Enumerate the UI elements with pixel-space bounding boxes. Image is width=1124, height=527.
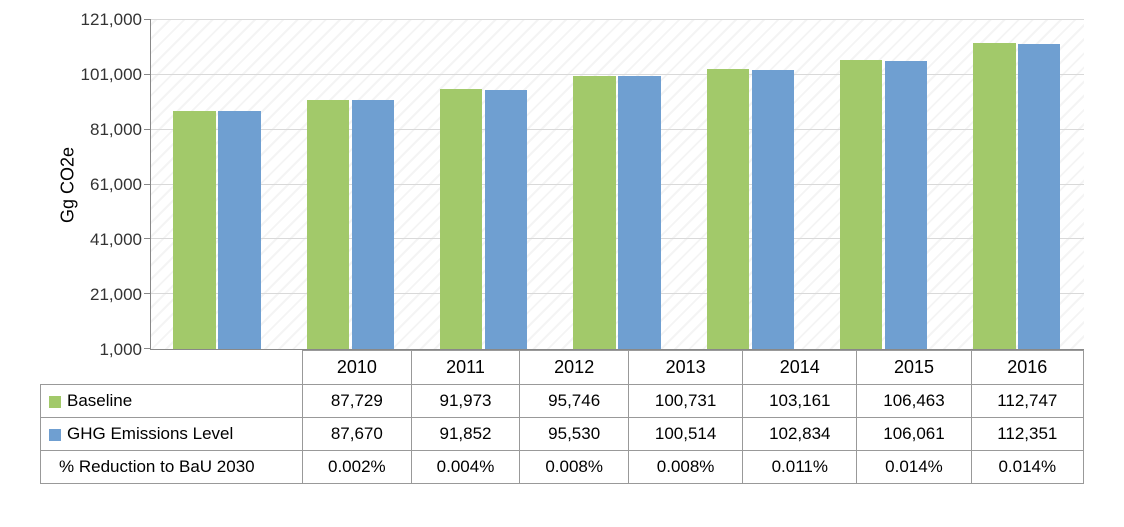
y-tick-mark [144,348,151,349]
table-row: Baseline 87,72991,97395,746100,731103,161… [41,385,1084,418]
series-label: GHG Emissions Level [67,424,233,443]
y-tick-label: 1,000 [72,340,142,360]
value-cell: 87,729 [303,385,412,418]
value-cell: 0.008% [520,451,629,484]
value-cell: 112,351 [971,418,1083,451]
aux-label-cell: % Reduction to BaU 2030 [41,451,303,484]
series-label-cell: Baseline [41,385,303,418]
value-cell: 91,852 [411,418,520,451]
bar-group [684,20,817,349]
bar-ghg [352,100,394,349]
y-tick-mark [144,184,151,185]
value-cell: 95,746 [520,385,629,418]
value-cell: 91,973 [411,385,520,418]
emissions-chart: Gg CO2e 1,00021,00041,00061,00081,000101… [40,20,1084,484]
y-tick-mark [144,293,151,294]
y-tick-label: 41,000 [72,230,142,250]
y-tick-label: 121,000 [72,10,142,30]
table-row: GHG Emissions Level 87,67091,85295,530100… [41,418,1084,451]
bar-ghg [1018,44,1060,349]
value-cell: 106,463 [857,385,971,418]
bar-baseline [440,89,482,349]
bar-baseline [307,100,349,349]
y-tick-label: 81,000 [72,120,142,140]
value-cell: 0.011% [743,451,857,484]
data-table: 2010201120122013201420152016 Baseline 87,7… [40,350,1084,484]
value-cell: 103,161 [743,385,857,418]
value-cell: 102,834 [743,418,857,451]
y-tick-mark [144,129,151,130]
legend-swatch-baseline [49,396,61,408]
value-cell: 87,670 [303,418,412,451]
y-tick-label: 21,000 [72,285,142,305]
bar-baseline [173,111,215,349]
series-label: Baseline [67,391,132,410]
bar-ghg [618,76,660,349]
year-cell: 2013 [629,351,743,385]
value-cell: 95,530 [520,418,629,451]
bar-group [418,20,551,349]
table-row: % Reduction to BaU 20300.002%0.004%0.008… [41,451,1084,484]
value-cell: 0.004% [411,451,520,484]
bar-ghg [485,90,527,349]
legend-swatch-ghg [49,429,61,441]
year-cell: 2010 [303,351,412,385]
y-axis: Gg CO2e 1,00021,00041,00061,00081,000101… [40,20,150,350]
bar-ghg [885,61,927,349]
value-cell: 100,731 [629,385,743,418]
bar-group [817,20,950,349]
value-cell: 112,747 [971,385,1083,418]
y-tick-mark [144,19,151,20]
year-cell: 2015 [857,351,971,385]
table-row-years: 2010201120122013201420152016 [41,351,1084,385]
bar-ghg [752,70,794,349]
value-cell: 0.014% [971,451,1083,484]
value-cell: 0.008% [629,451,743,484]
series-label-cell: GHG Emissions Level [41,418,303,451]
bar-baseline [707,69,749,349]
year-cell: 2016 [971,351,1083,385]
chart-plot-area: Gg CO2e 1,00021,00041,00061,00081,000101… [40,20,1084,350]
y-tick-mark [144,74,151,75]
bar-baseline [973,43,1015,349]
year-cell: 2011 [411,351,520,385]
bar-group [951,20,1084,349]
y-tick-mark [144,238,151,239]
bar-group [284,20,417,349]
bar-baseline [840,60,882,349]
bar-group [551,20,684,349]
plot-region [150,20,1084,350]
value-cell: 100,514 [629,418,743,451]
bar-ghg [218,111,260,349]
year-cell: 2014 [743,351,857,385]
value-cell: 106,061 [857,418,971,451]
value-cell: 0.002% [303,451,412,484]
y-tick-label: 101,000 [72,65,142,85]
value-cell: 0.014% [857,451,971,484]
bar-group [151,20,284,349]
bar-baseline [573,76,615,349]
year-cell: 2012 [520,351,629,385]
y-tick-label: 61,000 [72,175,142,195]
